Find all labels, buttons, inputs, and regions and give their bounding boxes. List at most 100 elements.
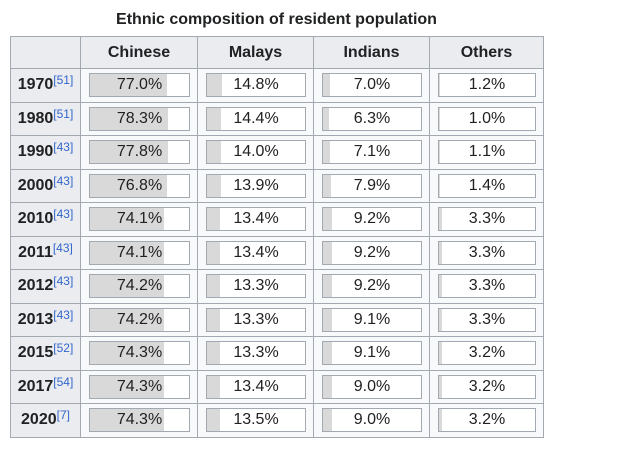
bar [90, 275, 165, 298]
bar-box: 74.3% [89, 341, 190, 366]
cell-label: 74.2% [116, 310, 163, 328]
bar-box: 7.0% [322, 73, 422, 98]
corner-cell [10, 36, 81, 69]
bar [207, 241, 221, 264]
bar-box: 13.9% [206, 173, 306, 198]
data-cell: 9.1% [313, 336, 430, 371]
bar-box: 13.4% [206, 374, 306, 399]
reference: [7] [56, 408, 70, 423]
bar [90, 342, 165, 365]
cell-label: 3.3% [468, 210, 506, 228]
bar [207, 342, 221, 365]
table-row: 2011[43] 74.1% 13.4% 9.2% 3.3% [10, 235, 544, 270]
data-cell: 76.8% [80, 168, 198, 203]
reference: [54] [53, 374, 74, 389]
reference: [51] [53, 73, 74, 88]
cell-label: 9.2% [353, 277, 391, 295]
table-row: 1980[51] 78.3% 14.4% 6.3% 1.0% [10, 101, 544, 136]
bar-box: 9.2% [322, 274, 422, 299]
bar-box: 3.3% [438, 307, 536, 332]
cell-label: 77.0% [116, 76, 163, 94]
bar [323, 375, 332, 398]
bar [323, 342, 332, 365]
data-cell: 13.3% [197, 336, 314, 371]
bar [207, 308, 221, 331]
reference: [43] [53, 274, 74, 289]
bar-box: 13.5% [206, 408, 306, 433]
bar-box: 13.4% [206, 240, 306, 265]
cell-label: 74.3% [116, 377, 163, 395]
bar-box: 74.1% [89, 207, 190, 232]
reference: [43] [53, 140, 74, 155]
data-cell: 14.0% [197, 135, 314, 170]
bar [90, 375, 165, 398]
bar-box: 14.8% [206, 73, 306, 98]
cell-label: 74.1% [116, 243, 163, 261]
reference: [43] [53, 207, 74, 222]
bar-box: 14.4% [206, 106, 306, 131]
bar [323, 208, 333, 231]
cell-label: 77.8% [116, 143, 163, 161]
data-cell: 7.0% [313, 68, 430, 103]
data-cell: 1.0% [429, 101, 544, 136]
bar [207, 275, 221, 298]
table-row: 2000[43] 76.8% 13.9% 7.9% 1.4% [10, 168, 544, 203]
row-header: 1970[51] [10, 68, 81, 103]
cell-label: 9.2% [353, 210, 391, 228]
cell-label: 1.2% [468, 76, 506, 94]
year: 2000 [17, 176, 54, 194]
table-caption: Ethnic composition of resident populatio… [116, 11, 437, 28]
bar [90, 141, 168, 164]
cell-label: 1.0% [468, 109, 506, 127]
data-cell: 3.2% [429, 336, 544, 371]
bar [439, 208, 443, 231]
data-cell: 78.3% [80, 101, 198, 136]
cell-label: 13.9% [233, 176, 279, 194]
data-cell: 7.1% [313, 135, 430, 170]
row-header: 1980[51] [10, 101, 81, 136]
data-cell: 6.3% [313, 101, 430, 136]
cell-label: 74.3% [116, 344, 163, 362]
year: 2012 [17, 277, 54, 295]
data-cell: 3.3% [429, 269, 544, 304]
reference: [43] [53, 307, 74, 322]
data-cell: 7.9% [313, 168, 430, 203]
cell-label: 1.4% [468, 176, 506, 194]
year: 2011 [18, 243, 53, 261]
data-cell: 1.4% [429, 168, 544, 203]
data-cell: 9.0% [313, 403, 430, 438]
bar-box: 13.4% [206, 207, 306, 232]
cell-label: 13.4% [233, 243, 279, 261]
bar [207, 141, 221, 164]
year: 2017 [17, 377, 54, 395]
cell-label: 78.3% [116, 109, 163, 127]
bar-box: 13.3% [206, 274, 306, 299]
bar-box: 77.0% [89, 73, 190, 98]
data-cell: 9.2% [313, 269, 430, 304]
data-table: Chinese Malays Indians Others 1970[51] 77.0%… [10, 36, 544, 438]
column-header: Chinese [80, 36, 198, 69]
bar [207, 375, 221, 398]
data-cell: 74.3% [80, 403, 198, 438]
cell-label: 13.3% [233, 277, 279, 295]
bar-box: 3.2% [438, 374, 536, 399]
year: 1990 [17, 143, 54, 161]
bar-box: 3.3% [438, 240, 536, 265]
bar-box: 9.1% [322, 307, 422, 332]
data-cell: 13.3% [197, 269, 314, 304]
bar [207, 409, 221, 432]
table-row: 1970[51] 77.0% 14.8% 7.0% 1.2% [10, 68, 544, 103]
bar [90, 174, 167, 197]
bar [323, 308, 332, 331]
bar [207, 74, 222, 97]
column-header: Malays [197, 36, 314, 69]
data-cell: 9.0% [313, 369, 430, 404]
bar [90, 208, 165, 231]
data-cell: 13.4% [197, 202, 314, 237]
row-header: 2015[52] [10, 336, 81, 371]
cell-label: 9.0% [353, 377, 391, 395]
bar-box: 77.8% [89, 140, 190, 165]
data-cell: 9.1% [313, 302, 430, 337]
bar-box: 1.0% [438, 106, 536, 131]
